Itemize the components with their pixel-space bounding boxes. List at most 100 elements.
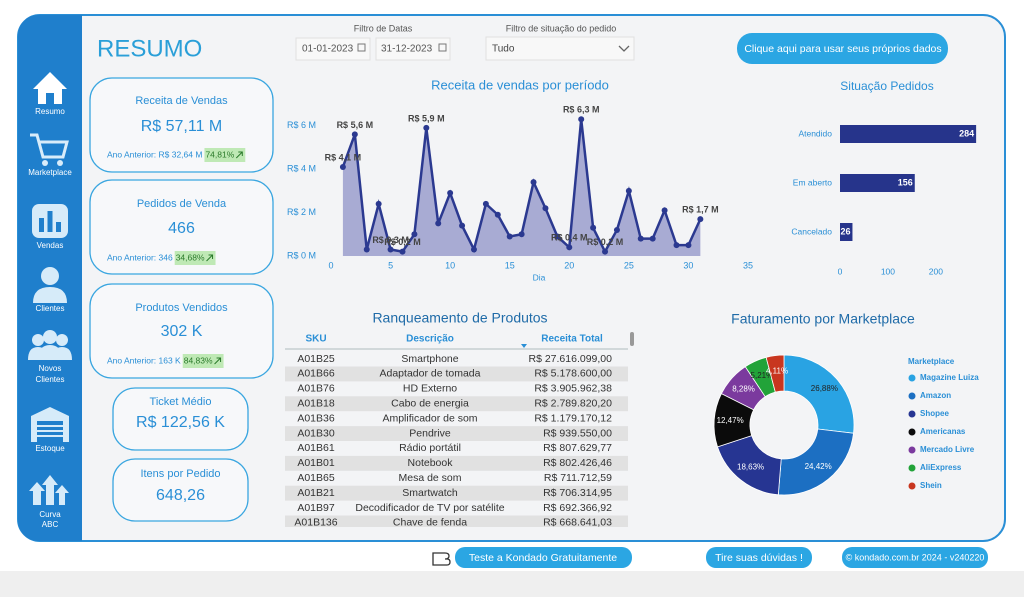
x-tick-label: 100 — [881, 266, 895, 276]
cell: Pendrive — [409, 427, 451, 439]
bar — [840, 174, 915, 192]
point — [351, 131, 358, 138]
data-label: R$ 4,1 M — [325, 152, 362, 162]
x-tick-label: 25 — [624, 260, 634, 270]
slice — [765, 354, 785, 393]
kpi-title: Produtos Vendidos — [135, 302, 228, 314]
kpi-value: 302 K — [161, 323, 203, 340]
nav-label[interactable]: ABC — [42, 520, 59, 529]
date-start-box[interactable] — [295, 37, 371, 61]
data-label: R$ 0,4 M — [551, 233, 588, 243]
table-rows: A01B25 Smartphone R$ 27.616.099,00 A01B66 Ad… — [285, 353, 628, 529]
icon-chart-bar — [56, 222, 61, 232]
trial-label[interactable]: Teste a Kondado Gratuitamente — [469, 552, 617, 564]
nav-label[interactable]: Clientes — [36, 304, 65, 313]
cta-label[interactable]: Clique aqui para usar seus próprios dado… — [744, 43, 941, 55]
cell: Adaptador de tomada — [380, 368, 481, 380]
nav-label[interactable]: Clientes — [36, 375, 65, 384]
point — [494, 211, 501, 218]
kpi-change: 34,68% — [176, 252, 205, 262]
kpi-title: Itens por Pedido — [140, 468, 220, 480]
nav-label[interactable]: Vendas — [37, 241, 64, 250]
kpi-previous: Ano Anterior: R$ 32,64 M — [107, 149, 202, 159]
icon-chart-bar — [39, 218, 44, 232]
copyright[interactable]: © kondado.com.br 2024 - v240220 — [846, 552, 985, 562]
cell: A01B25 — [297, 353, 335, 365]
legend-label[interactable]: AliExpress — [920, 463, 962, 472]
x-axis-label: Dia — [533, 272, 546, 282]
date-end-box[interactable] — [375, 37, 451, 61]
cell: HD Externo — [403, 383, 457, 395]
point — [411, 231, 418, 238]
x-tick-label: 0 — [328, 260, 333, 270]
y-tick-label: R$ 6 M — [287, 120, 316, 130]
hand-icon — [432, 552, 451, 566]
nav-label[interactable]: Novos — [39, 364, 62, 373]
row-stripe — [285, 515, 628, 527]
point — [661, 207, 668, 214]
point — [590, 224, 597, 231]
trial-button[interactable] — [455, 547, 632, 568]
status-value[interactable]: Tudo — [492, 44, 515, 55]
nav-label[interactable]: Curva — [39, 510, 61, 519]
slice-label: 26,88% — [811, 384, 838, 393]
point — [482, 200, 489, 207]
nav-label[interactable]: Resumo — [35, 107, 65, 116]
help-label[interactable]: Tire suas dúvidas ! — [715, 552, 803, 564]
cta-button[interactable] — [737, 33, 948, 64]
slice — [783, 354, 855, 434]
cell: Chave de fenda — [393, 517, 467, 529]
column-header[interactable]: SKU — [305, 334, 326, 345]
nav-label[interactable]: Estoque — [35, 444, 65, 453]
legend-label[interactable]: Shopee — [920, 409, 949, 418]
cell: R$ 939.550,00 — [543, 427, 612, 439]
icon-cart-wheel — [57, 160, 63, 166]
cell: A01B36 — [297, 412, 335, 424]
point — [447, 190, 454, 197]
slice-label: 18,63% — [737, 463, 764, 472]
trend-arrow — [214, 357, 222, 365]
kpi-change-badge — [204, 148, 246, 162]
slice-label: 5,21% — [751, 371, 774, 380]
point — [578, 116, 585, 123]
point — [566, 244, 573, 251]
copyright-button[interactable] — [842, 547, 988, 568]
point — [625, 187, 632, 194]
cell: A01B21 — [297, 487, 335, 499]
point — [613, 226, 620, 233]
column-header[interactable]: Descrição — [406, 334, 454, 345]
cell: Notebook — [408, 457, 454, 469]
column-header[interactable]: Receita Total — [541, 334, 603, 345]
cell: Rádio portátil — [399, 442, 461, 454]
nav-label[interactable]: Marketplace — [28, 168, 72, 177]
x-tick-label: 15 — [505, 260, 515, 270]
date-end[interactable]: 31-12-2023 — [381, 44, 433, 55]
legend-label[interactable]: Magazine Luiza — [920, 373, 979, 382]
help-button[interactable] — [706, 547, 812, 568]
legend-swatch — [908, 392, 916, 400]
scrollbar — [630, 332, 634, 346]
cell: A01B136 — [294, 517, 337, 529]
legend-label[interactable]: Americanas — [920, 427, 966, 436]
point — [470, 246, 477, 253]
kpi-previous: Ano Anterior: 346 — [107, 252, 173, 262]
point — [399, 248, 406, 255]
x-tick-label: 200 — [929, 266, 943, 276]
cell: R$ 2.789.820,20 — [534, 397, 612, 409]
legend-label[interactable]: Amazon — [920, 391, 951, 400]
category-label: Atendido — [798, 128, 832, 138]
icon-cart-wheel — [42, 160, 48, 166]
icon-people-head — [56, 334, 68, 346]
point — [387, 246, 394, 253]
legend-label[interactable]: Shein — [920, 481, 942, 490]
chart-title: Receita de vendas por período — [431, 77, 609, 92]
date-start[interactable]: 01-01-2023 — [302, 44, 354, 55]
status-dropdown[interactable] — [485, 36, 635, 61]
legend-label[interactable]: Mercado Livre — [920, 445, 975, 454]
point — [339, 163, 346, 170]
status-filter-label: Filtro de situação do pedido — [506, 23, 617, 33]
data-label: R$ 0,3 M — [372, 235, 409, 245]
point — [673, 242, 680, 249]
cell: R$ 1.179.170,12 — [534, 412, 612, 424]
